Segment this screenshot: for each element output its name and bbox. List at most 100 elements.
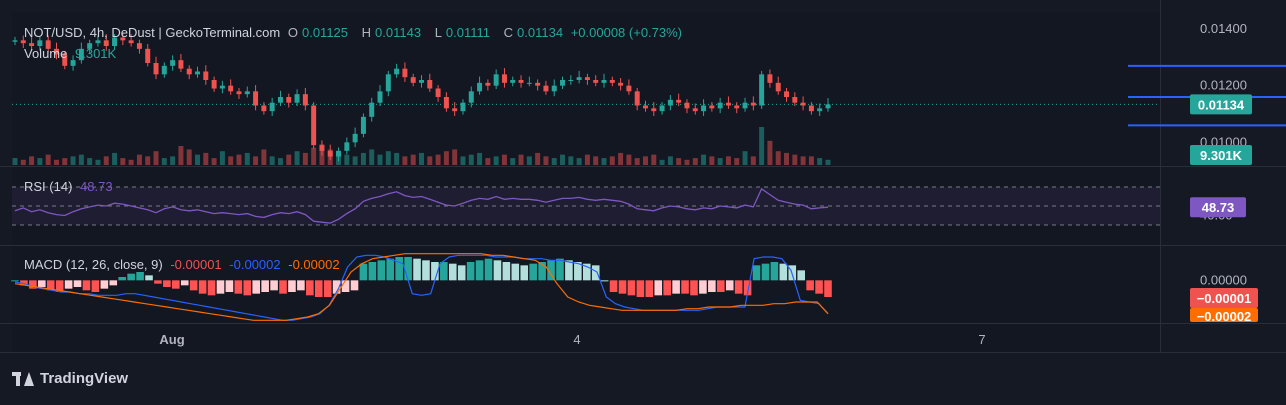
volume-bar (244, 152, 250, 165)
macd-hist-bar (386, 258, 395, 281)
volume-bar (460, 156, 466, 165)
rsi-legend: RSI (14) 48.73 (24, 179, 117, 194)
volume-bar (510, 158, 516, 165)
candle-body (369, 102, 375, 117)
macd-hist-bar (154, 280, 162, 284)
volume-bar (45, 154, 51, 165)
macd-hist-bar (779, 263, 788, 281)
macd-legend: MACD (12, 26, close, 9) -0.00001 -0.0000… (24, 257, 344, 272)
candle-body (576, 77, 582, 80)
candle-body (186, 68, 192, 75)
macd-hist-bar (297, 280, 305, 291)
candle-body (87, 43, 93, 49)
candle-body (468, 91, 474, 103)
macd-hist-bar (314, 280, 323, 297)
rsi-label[interactable]: RSI (14) (24, 179, 73, 194)
volume-bar (501, 154, 507, 165)
volume-bar (634, 158, 640, 165)
plot-area (12, 12, 1160, 352)
macd-hist-bar (180, 280, 189, 286)
macd-hist-bar (127, 273, 135, 281)
volume-bar (593, 156, 599, 165)
candle-body (253, 91, 259, 106)
volume-bar (692, 158, 698, 165)
macd-hist-bar (565, 260, 573, 281)
macd-hist-bar (770, 262, 779, 281)
high-value: 0.01143 (375, 25, 422, 40)
candle-body (750, 102, 756, 106)
macd-hist-bar (332, 280, 341, 294)
volume-bar (178, 146, 184, 165)
rsi-badge-bg (1190, 197, 1246, 218)
candle-body (286, 97, 292, 103)
candle-body (435, 88, 441, 97)
macd-hist-bar (699, 280, 707, 294)
candle-body (485, 82, 491, 86)
candle-body (95, 40, 101, 44)
candle-body (103, 40, 109, 46)
time-tick-0: Aug (159, 332, 184, 347)
macd-hist-value: -0.00001 (170, 257, 222, 272)
macd-hist-bar (73, 280, 82, 287)
volume-bar (203, 152, 209, 165)
volume-bar (717, 158, 723, 165)
volume-bar (817, 158, 823, 165)
candle-body (742, 102, 748, 109)
volume-bar (526, 156, 532, 165)
candle-body (501, 74, 507, 83)
candle-body (294, 94, 300, 103)
volume-bar (62, 158, 68, 165)
candle-body (12, 40, 18, 42)
macd-hist-bar (574, 262, 582, 281)
macd-hist-bar (377, 260, 386, 281)
macd-hist-bar (368, 262, 377, 281)
volume-bar (485, 158, 491, 165)
macd-hist-bar (636, 280, 645, 297)
volume-bar (145, 156, 151, 165)
volume-label[interactable]: Volume (24, 46, 68, 61)
volume-bar (543, 156, 549, 165)
volume-bar (493, 156, 499, 165)
macd-signal-badge-text: −0.00002 (1197, 309, 1252, 324)
volume-bar (742, 151, 748, 165)
macd-tick-0: 0.00000 (1200, 272, 1247, 287)
volume-bar (734, 158, 740, 165)
symbol-line[interactable]: NOT/USD, 4h, DeDust | GeckoTerminal.com (24, 25, 281, 40)
candle-body (153, 63, 159, 75)
macd-hist-bar (672, 280, 680, 294)
macd-signal-badge-bg (1190, 308, 1258, 322)
candle-body (825, 104, 831, 109)
volume-value: 9.301K (75, 46, 117, 61)
volume-badge-text: 9.301K (1200, 148, 1243, 163)
macd-hist-bar (529, 263, 537, 281)
macd-hist-bar (207, 280, 216, 296)
macd-label[interactable]: MACD (12, 26, close, 9) (24, 257, 163, 272)
candle-body (493, 74, 499, 86)
macd-hist-bar (600, 280, 609, 282)
candle-body (219, 85, 225, 89)
candle-body (593, 80, 599, 83)
macd-hist-bar (225, 280, 234, 292)
macd-hist-bar (556, 258, 564, 281)
volume-bar (377, 154, 383, 165)
macd-hist-bar (252, 280, 261, 294)
candle-body (510, 80, 516, 83)
tradingview-watermark[interactable]: TradingView (12, 370, 128, 387)
macd-hist-badge-text: −0.00001 (1197, 291, 1252, 306)
volume-bar (775, 151, 781, 165)
volume-bar (136, 154, 142, 165)
tradingview-logo-icon (12, 371, 34, 386)
macd-hist-bar (824, 280, 832, 297)
macd-hist-bar (306, 280, 314, 296)
candle-body (128, 40, 134, 44)
macd-line (14, 254, 829, 321)
price-badge-bg (1190, 94, 1252, 115)
volume-bar (228, 156, 234, 165)
macd-hist-bar (11, 280, 19, 282)
volume-bar (725, 156, 731, 165)
volume-bar (277, 158, 283, 165)
macd-hist-bar (29, 280, 37, 289)
volume-bar (825, 159, 831, 165)
volume-bar (294, 151, 300, 165)
